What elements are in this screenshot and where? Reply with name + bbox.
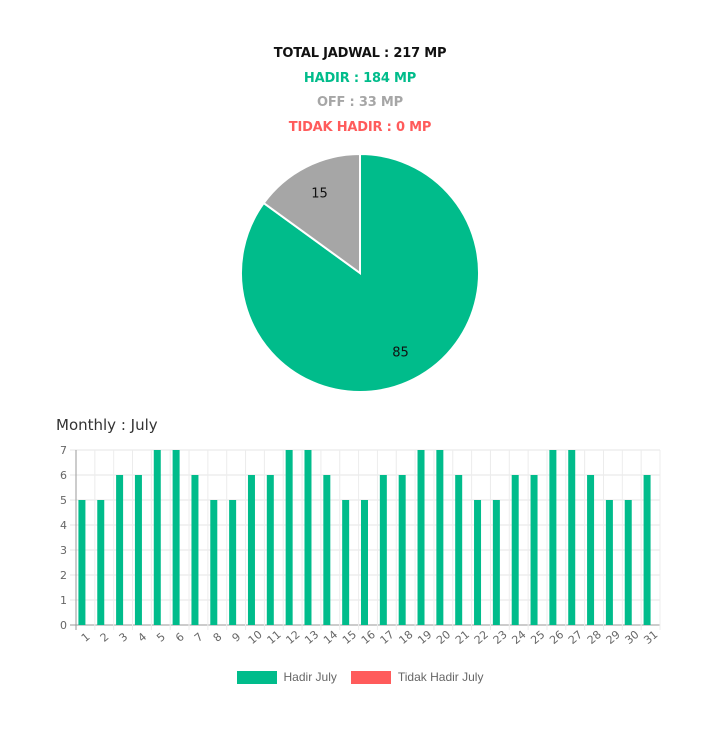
x-tick-label: 20 — [434, 628, 453, 647]
bar-hadir-day-8[interactable] — [210, 500, 218, 625]
pie-chart: 85 15 — [240, 152, 480, 393]
bar-hadir-day-3[interactable] — [116, 475, 124, 625]
bar-hadir-day-26[interactable] — [549, 450, 557, 625]
y-tick-label: 0 — [60, 619, 67, 632]
bar-hadir-day-13[interactable] — [304, 450, 312, 625]
x-tick-label: 6 — [173, 630, 187, 644]
bar-hadir-day-28[interactable] — [587, 475, 595, 625]
x-tick-label: 23 — [491, 628, 510, 647]
bar-hadir-day-15[interactable] — [342, 500, 350, 625]
y-tick-label: 4 — [60, 519, 67, 532]
legend-item-hadir[interactable]: Hadir July — [236, 670, 337, 684]
summary-block: TOTAL JADWAL : 217 MP HADIR : 184 MP OFF… — [0, 42, 720, 140]
pie-slice-1[interactable] — [262, 152, 361, 275]
bar-hadir-day-20[interactable] — [436, 450, 444, 625]
x-tick-label: 26 — [547, 628, 566, 647]
bar-hadir-day-22[interactable] — [474, 500, 482, 625]
bar-hadir-day-1[interactable] — [78, 500, 86, 625]
bar-hadir-day-27[interactable] — [568, 450, 576, 625]
bar-hadir-day-2[interactable] — [97, 500, 105, 625]
chart-legend: Hadir July Tidak Hadir July — [0, 670, 720, 684]
bar-hadir-day-7[interactable] — [191, 475, 199, 625]
x-tick-label: 29 — [604, 628, 623, 647]
legend-swatch-tidak-hadir — [350, 670, 391, 684]
x-tick-label: 2 — [98, 630, 112, 644]
x-tick-label: 22 — [472, 628, 491, 647]
x-tick-label: 4 — [135, 630, 149, 644]
bar-hadir-day-31[interactable] — [643, 475, 651, 625]
x-tick-label: 11 — [265, 628, 284, 647]
x-tick-label: 7 — [192, 630, 206, 644]
bar-hadir-day-29[interactable] — [605, 500, 613, 625]
bar-hadir-day-9[interactable] — [229, 500, 237, 625]
x-tick-label: 3 — [117, 630, 131, 644]
y-tick-label: 7 — [60, 444, 67, 457]
x-tick-label: 24 — [509, 628, 528, 647]
x-tick-label: 17 — [378, 628, 397, 647]
bar-hadir-day-25[interactable] — [530, 475, 538, 625]
x-tick-label: 8 — [211, 630, 225, 644]
bar-hadir-day-6[interactable] — [172, 450, 180, 625]
x-tick-label: 16 — [359, 628, 378, 647]
y-tick-label: 3 — [60, 544, 67, 557]
pie-label-1: 15 — [311, 186, 328, 201]
y-tick-label: 1 — [60, 594, 67, 607]
y-tick-label: 2 — [60, 569, 67, 582]
bar-hadir-day-24[interactable] — [511, 475, 519, 625]
x-tick-label: 9 — [230, 630, 244, 644]
x-tick-label: 27 — [566, 628, 585, 647]
bar-hadir-day-5[interactable] — [153, 450, 161, 625]
bar-hadir-day-12[interactable] — [285, 450, 293, 625]
x-tick-label: 19 — [415, 628, 434, 647]
x-tick-label: 1 — [79, 630, 93, 644]
bar-hadir-day-11[interactable] — [266, 475, 274, 625]
x-tick-label: 13 — [302, 628, 321, 647]
x-tick-label: 15 — [340, 628, 359, 647]
y-tick-label: 6 — [60, 469, 67, 482]
bar-hadir-day-21[interactable] — [455, 475, 463, 625]
x-tick-label: 18 — [396, 628, 415, 647]
bar-hadir-day-16[interactable] — [361, 500, 368, 625]
pie-label-0: 85 — [392, 346, 409, 361]
hadir-text: HADIR : 184 MP — [303, 70, 417, 86]
bar-hadir-day-17[interactable] — [379, 475, 387, 625]
bar-hadir-day-10[interactable] — [247, 475, 255, 625]
x-tick-label: 30 — [623, 628, 642, 647]
legend-swatch-hadir — [236, 670, 277, 684]
bar-hadir-day-30[interactable] — [624, 500, 632, 625]
x-tick-label: 21 — [453, 628, 472, 647]
x-tick-label: 12 — [283, 628, 302, 647]
tidak-hadir-text: TIDAK HADIR : 0 MP — [288, 119, 432, 135]
bar-hadir-day-18[interactable] — [398, 475, 406, 625]
bar-hadir-day-23[interactable] — [492, 500, 500, 625]
x-tick-label: 5 — [154, 630, 168, 644]
legend-label-tidak-hadir: Tidak Hadir July — [397, 670, 484, 684]
x-tick-label: 31 — [641, 628, 660, 647]
bar-hadir-day-19[interactable] — [417, 450, 425, 625]
x-tick-label: 28 — [585, 628, 604, 647]
y-tick-label: 5 — [60, 494, 67, 507]
bar-hadir-day-4[interactable] — [134, 475, 142, 625]
monthly-title: Monthly : July — [56, 416, 158, 434]
bar-hadir-day-14[interactable] — [323, 475, 331, 625]
x-tick-label: 14 — [321, 628, 340, 647]
total-jadwal-text: TOTAL JADWAL : 217 MP — [273, 46, 447, 61]
x-tick-label: 25 — [528, 628, 547, 647]
x-tick-label: 10 — [246, 628, 265, 647]
legend-item-tidak-hadir[interactable]: Tidak Hadir July — [350, 670, 484, 684]
off-text: OFF : 33 MP — [317, 95, 403, 110]
legend-label-hadir: Hadir July — [283, 670, 337, 684]
